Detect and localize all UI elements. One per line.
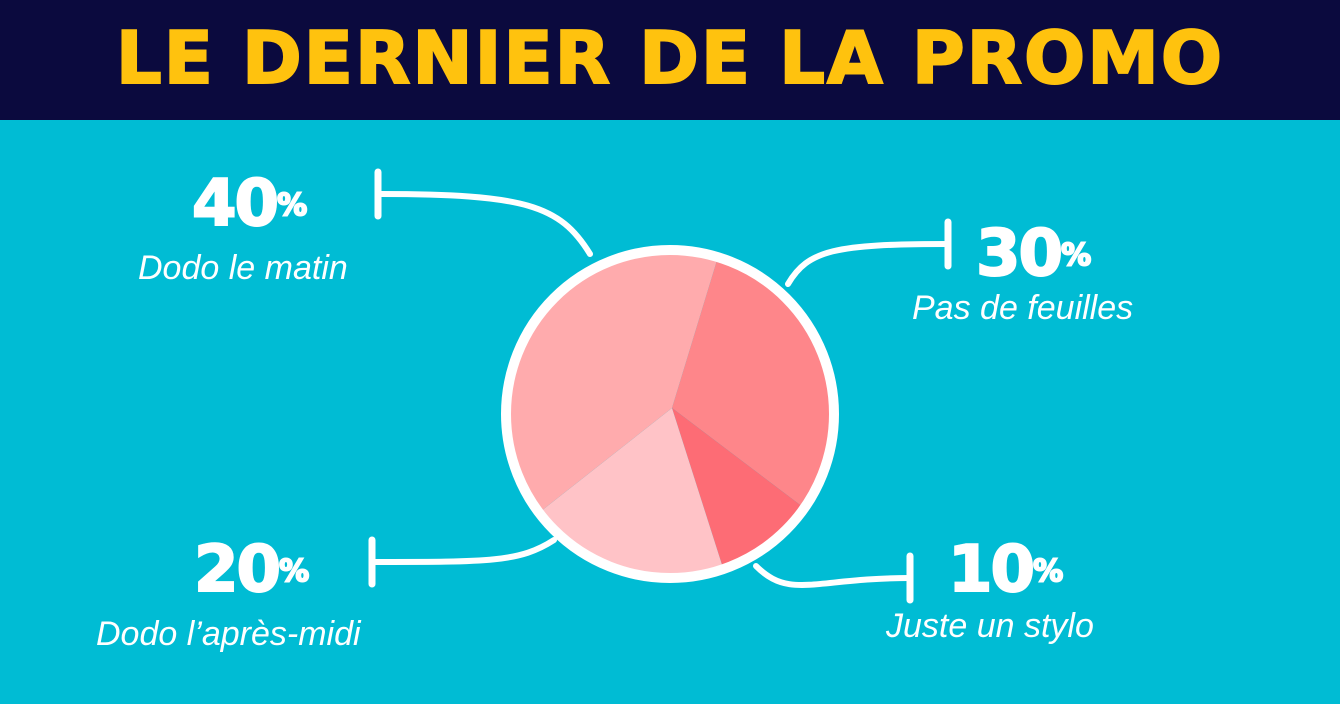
connector-pas-de-feuilles <box>785 241 951 287</box>
slice-percent: 40% <box>191 167 308 241</box>
pie-slices <box>506 250 834 579</box>
pie-slice-pas-de-feuilles <box>672 257 834 509</box>
slice-caption: Pas de feuilles <box>912 289 1134 327</box>
slice-percent: 30% <box>975 217 1092 291</box>
slice-caption: Dodo l’après-midi <box>96 615 361 653</box>
pie-slice-dodo-l-après-midi <box>539 408 724 579</box>
pie-slice-juste-un-stylo <box>672 408 805 570</box>
slice-percent: 10% <box>947 533 1064 607</box>
slice-caption: Dodo le matin <box>138 249 348 287</box>
slice-caption: Juste un stylo <box>886 607 1094 645</box>
label-dodo-le-matin: 40% <box>191 167 308 241</box>
connector-dodo-le-matin <box>375 191 593 257</box>
slice-percent: 20% <box>193 533 310 607</box>
pie-outline <box>501 245 839 583</box>
page-title: LE DERNIER DE LA PROMO <box>115 15 1225 101</box>
label-juste-un-stylo: 10% <box>947 533 1064 607</box>
label-pas-de-feuilles: 30% <box>975 217 1092 291</box>
header-banner: LE DERNIER DE LA PROMO <box>0 0 1340 120</box>
connector-juste-un-stylo <box>753 563 913 588</box>
connector-dodo-apres-midi <box>369 537 557 565</box>
connector-lines <box>368 168 952 604</box>
label-dodo-apres-midi: 20% <box>193 533 310 607</box>
pie-slice-dodo-le-matin <box>506 250 718 513</box>
